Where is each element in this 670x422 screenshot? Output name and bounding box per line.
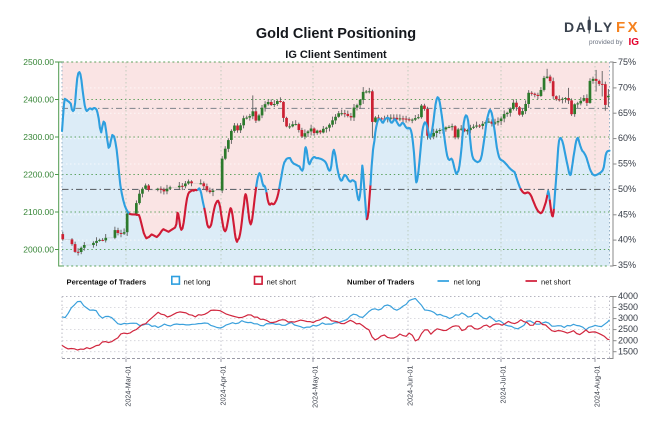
svg-text:55%: 55% xyxy=(618,159,636,169)
svg-text:2000: 2000 xyxy=(618,335,638,345)
svg-text:2500: 2500 xyxy=(618,324,638,334)
svg-text:net long: net long xyxy=(454,278,481,287)
svg-text:2024-Apr-01: 2024-Apr-01 xyxy=(218,366,227,406)
svg-text:70%: 70% xyxy=(618,83,636,93)
svg-text:2200.00: 2200.00 xyxy=(23,169,54,179)
svg-text:Gold Client Positioning: Gold Client Positioning xyxy=(256,26,416,42)
svg-text:net long: net long xyxy=(184,278,211,287)
svg-text:2100.00: 2100.00 xyxy=(23,207,54,217)
svg-text:DA: DA xyxy=(564,19,587,35)
svg-text:2024-May-01: 2024-May-01 xyxy=(310,366,319,408)
svg-text:75%: 75% xyxy=(618,57,636,67)
svg-text:Percentage of Traders: Percentage of Traders xyxy=(67,278,147,287)
svg-text:65%: 65% xyxy=(618,108,636,118)
svg-text:4000: 4000 xyxy=(618,291,638,301)
svg-text:2400.00: 2400.00 xyxy=(23,94,54,104)
svg-text:60%: 60% xyxy=(618,133,636,143)
svg-text:2300.00: 2300.00 xyxy=(23,132,54,142)
svg-text:net short: net short xyxy=(541,278,571,287)
svg-text:2500.00: 2500.00 xyxy=(23,57,54,67)
svg-text:provided by: provided by xyxy=(589,39,623,46)
svg-text:1500: 1500 xyxy=(618,346,638,356)
svg-text:3000: 3000 xyxy=(618,313,638,323)
svg-text:40%: 40% xyxy=(618,235,636,245)
svg-text:2024-Jun-01: 2024-Jun-01 xyxy=(405,366,414,406)
svg-text:IG: IG xyxy=(629,37,640,48)
svg-text:2000.00: 2000.00 xyxy=(23,244,54,254)
svg-text:LY: LY xyxy=(594,19,614,35)
svg-text:35%: 35% xyxy=(618,260,636,270)
svg-text:2024-Jul-01: 2024-Jul-01 xyxy=(498,366,507,404)
svg-text:2024-Mar-01: 2024-Mar-01 xyxy=(123,366,132,407)
svg-text:net short: net short xyxy=(267,278,297,287)
svg-text:3500: 3500 xyxy=(618,302,638,312)
svg-text:50%: 50% xyxy=(618,184,636,194)
svg-text:Number of Traders: Number of Traders xyxy=(347,278,415,287)
svg-text:FX: FX xyxy=(616,19,640,36)
svg-text:2024-Aug-01: 2024-Aug-01 xyxy=(592,366,601,408)
svg-text:45%: 45% xyxy=(618,209,636,219)
svg-text:IG Client Sentiment: IG Client Sentiment xyxy=(285,49,387,61)
